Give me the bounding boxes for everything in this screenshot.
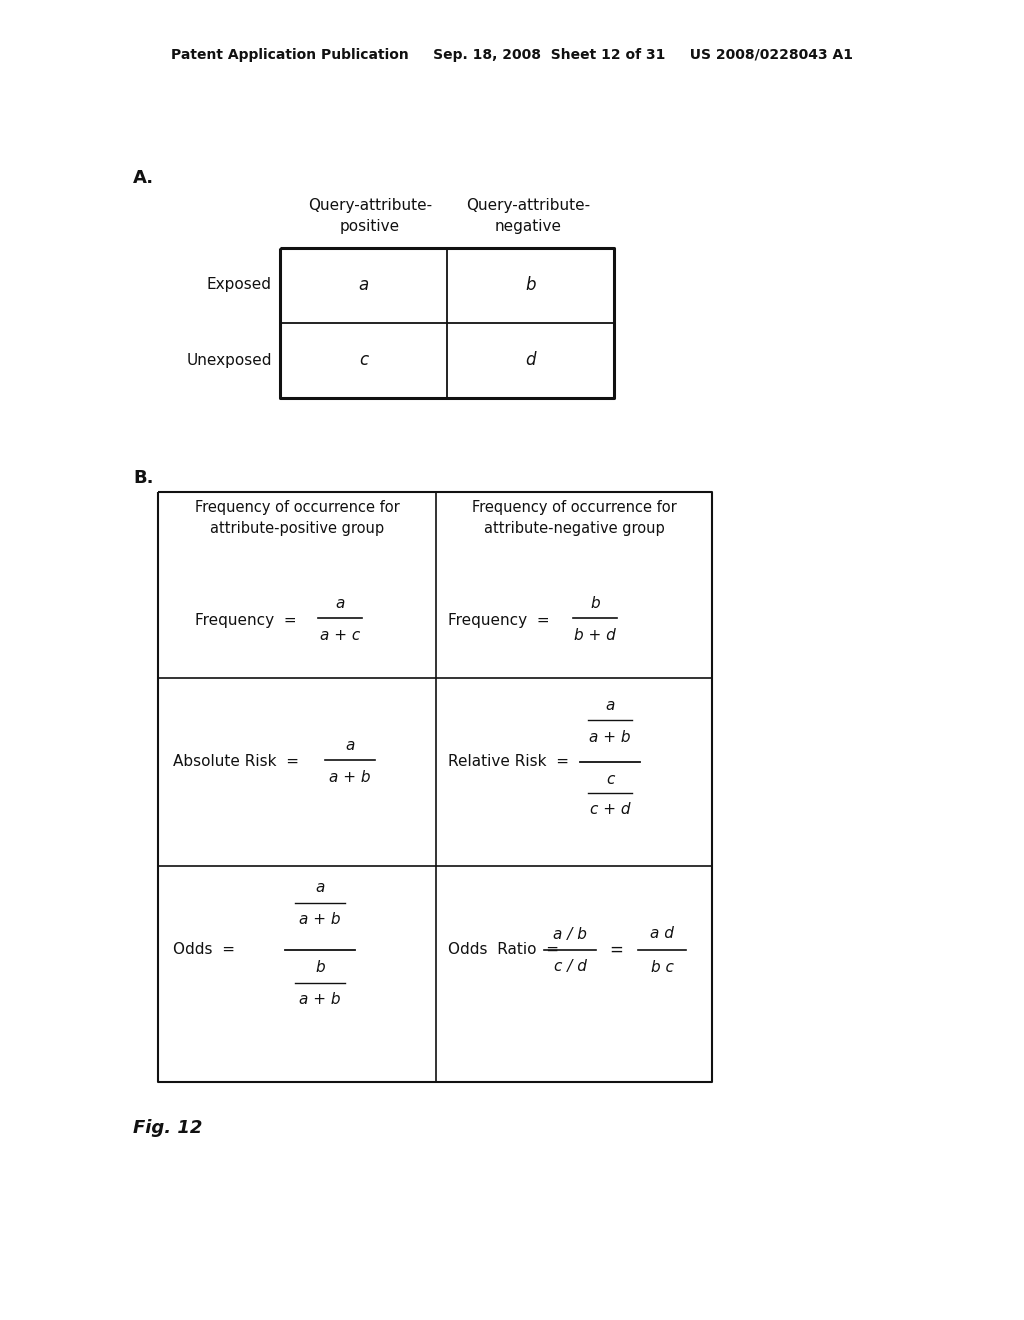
Text: d: d [525,351,536,370]
Text: Frequency of occurrence for
attribute-negative group: Frequency of occurrence for attribute-ne… [472,500,677,536]
Text: Frequency  =: Frequency = [195,612,297,627]
Text: Relative Risk  =: Relative Risk = [449,755,569,770]
Text: b: b [590,597,600,611]
Text: Frequency of occurrence for
attribute-positive group: Frequency of occurrence for attribute-po… [195,500,399,536]
Text: a + b: a + b [299,912,341,928]
Text: b: b [315,961,325,975]
Text: Odds  Ratio  =: Odds Ratio = [449,942,559,957]
Text: a + c: a + c [319,627,360,643]
Text: Unexposed: Unexposed [186,352,272,367]
Text: c + d: c + d [590,803,630,817]
Text: a: a [605,698,614,714]
Text: b: b [525,276,536,294]
Text: Query-attribute-
positive: Query-attribute- positive [308,198,432,234]
Text: c: c [359,351,368,370]
Text: Frequency  =: Frequency = [449,612,550,627]
Text: Exposed: Exposed [207,277,272,293]
Text: Odds  =: Odds = [173,942,234,957]
Text: a: a [335,597,345,611]
Text: b c: b c [650,960,674,974]
Text: Fig. 12: Fig. 12 [133,1119,203,1137]
Text: c: c [606,771,614,787]
Text: Absolute Risk  =: Absolute Risk = [173,755,299,770]
Text: c / d: c / d [554,960,587,974]
Text: a + b: a + b [330,770,371,784]
Text: a / b: a / b [553,927,587,941]
Text: a d: a d [650,927,674,941]
Text: B.: B. [133,469,154,487]
Text: A.: A. [133,169,155,187]
Text: =: = [609,941,623,960]
Text: b + d: b + d [574,627,615,643]
Text: a: a [345,738,354,754]
Text: Query-attribute-
negative: Query-attribute- negative [466,198,590,234]
Text: Patent Application Publication     Sep. 18, 2008  Sheet 12 of 31     US 2008/022: Patent Application Publication Sep. 18, … [171,48,853,62]
Text: a: a [358,276,369,294]
Text: a + b: a + b [299,993,341,1007]
Text: a: a [315,880,325,895]
Text: a + b: a + b [589,730,631,744]
